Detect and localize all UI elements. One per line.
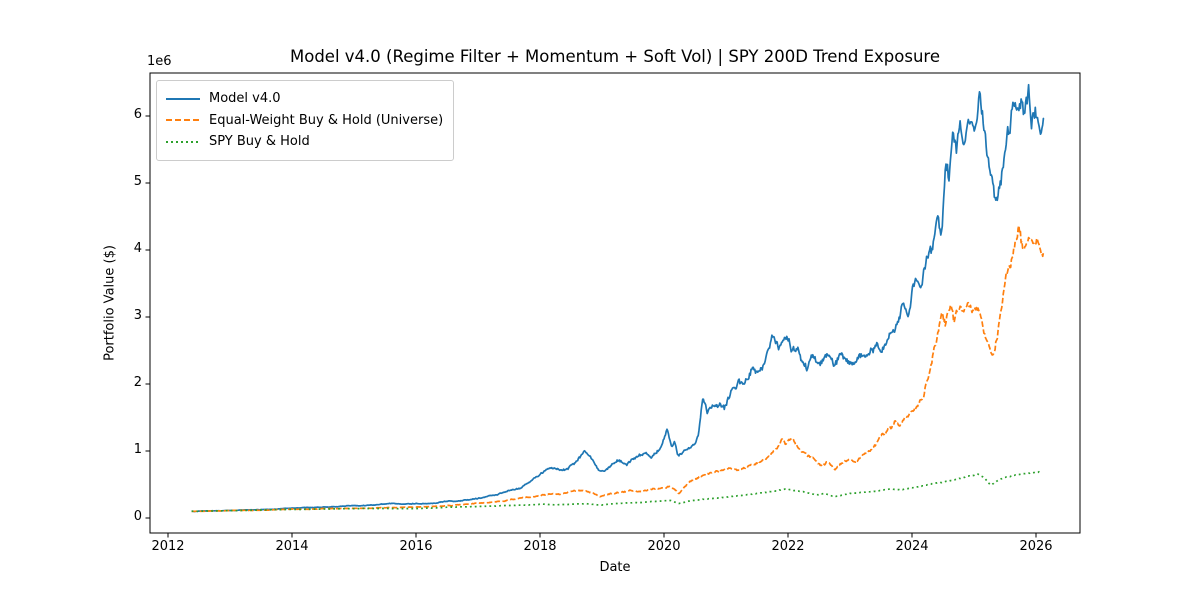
legend-item-label: Model v4.0 [209, 91, 281, 107]
series-line-equal-weight-buy-hold-universe [191, 224, 1045, 513]
y-axis-offset-label: 1e6 [147, 54, 172, 69]
legend-item: Model v4.0 [166, 88, 443, 110]
legend-box: Model v4.0 Equal-Weight Buy & Hold (Unive… [156, 80, 455, 161]
legend-line-sample [166, 119, 200, 122]
y-tick-label: 3 [133, 308, 142, 323]
x-tick-label: 2024 [895, 539, 929, 554]
x-tick-label: 2018 [523, 539, 557, 554]
legend-line-sample [166, 140, 200, 143]
legend-item: SPY Buy & Hold [166, 131, 443, 153]
series-lines-group [191, 83, 1045, 513]
y-tick-label: 0 [133, 509, 142, 524]
legend-item: Equal-Weight Buy & Hold (Universe) [166, 110, 443, 132]
x-tick-label: 2014 [275, 539, 309, 554]
series-line-model-v4-0 [191, 83, 1045, 513]
x-tick-label: 2020 [647, 539, 681, 554]
axes-spines [149, 72, 1081, 534]
x-tick-label: 2012 [151, 539, 185, 554]
x-axis-label: Date [599, 560, 631, 575]
y-tick-label: 6 [133, 107, 142, 122]
legend-line-sample [166, 97, 200, 100]
axis-tick-marks [145, 115, 1037, 538]
y-axis-label: Portfolio Value ($) [102, 245, 118, 361]
chart-title: Model v4.0 (Regime Filter + Momentum + S… [290, 47, 940, 66]
y-tick-label: 2 [133, 375, 142, 390]
y-tick-label: 1 [133, 442, 142, 457]
y-tick-label: 4 [133, 241, 142, 256]
series-line-spy-buy-hold [191, 470, 1042, 513]
y-tick-label: 5 [133, 174, 142, 189]
x-tick-label: 2022 [771, 539, 805, 554]
legend-item-label: SPY Buy & Hold [209, 134, 310, 150]
x-tick-label: 2016 [399, 539, 433, 554]
legend-item-label: Equal-Weight Buy & Hold (Universe) [209, 112, 444, 128]
x-tick-label: 2026 [1019, 539, 1053, 554]
